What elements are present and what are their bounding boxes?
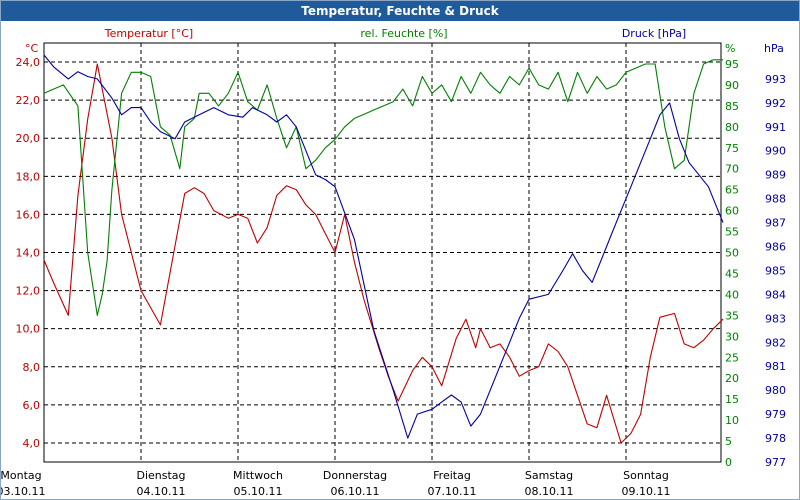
day-name-label: Samstag bbox=[525, 469, 573, 482]
day-name-label: Freitag bbox=[433, 469, 471, 482]
humidity-tick-label: 25 bbox=[725, 351, 739, 364]
humidity-tick-label: 70 bbox=[725, 163, 739, 176]
pressure-tick-labels: 977 978 979 980 981 982 983 984 985 986 987 988 989 9… bbox=[765, 73, 786, 469]
date-label: 06.10.11 bbox=[331, 485, 380, 498]
temperature-tick-label: 18,0 bbox=[16, 170, 41, 183]
humidity-series-line bbox=[43, 59, 723, 316]
temperature-series-line bbox=[43, 63, 724, 444]
chart-title: Temperatur, Feuchte & Druck bbox=[1, 1, 799, 21]
humidity-tick-label: 80 bbox=[725, 121, 739, 134]
pressure-tick-label: 989 bbox=[765, 169, 786, 182]
temperature-tick-label: 14,0 bbox=[16, 247, 41, 260]
pressure-tick-label: 985 bbox=[765, 264, 786, 277]
humidity-tick-label: 95 bbox=[725, 58, 739, 71]
humidity-tick-label: 5 bbox=[725, 435, 732, 448]
humidity-unit: % bbox=[725, 42, 735, 55]
pressure-tick-label: 978 bbox=[765, 432, 786, 445]
temperature-tick-label: 10,0 bbox=[16, 323, 41, 336]
temperature-tick-label: 4,0 bbox=[23, 437, 41, 450]
date-label: 08.10.11 bbox=[525, 485, 574, 498]
humidity-tick-label: 75 bbox=[725, 142, 739, 155]
humidity-tick-label: 85 bbox=[725, 100, 739, 113]
pressure-tick-label: 981 bbox=[765, 360, 786, 373]
humidity-tick-label: 60 bbox=[725, 205, 739, 218]
humidity-tick-label: 10 bbox=[725, 414, 739, 427]
pressure-unit: hPa bbox=[764, 42, 784, 55]
pressure-series-line bbox=[43, 54, 724, 439]
humidity-tick-label: 65 bbox=[725, 184, 739, 197]
pressure-tick-label: 986 bbox=[765, 241, 786, 254]
temperature-tick-label: 20,0 bbox=[16, 132, 41, 145]
pressure-tick-label: 982 bbox=[765, 336, 786, 349]
day-name-label: Dienstag bbox=[136, 469, 185, 482]
temperature-tick-label: 24,0 bbox=[16, 56, 41, 69]
plot-area-border bbox=[43, 42, 722, 463]
series-lines bbox=[43, 54, 724, 444]
pressure-tick-label: 992 bbox=[765, 97, 786, 110]
day-name-label: Mittwoch bbox=[233, 469, 283, 482]
pressure-tick-label: 988 bbox=[765, 193, 786, 206]
pressure-tick-label: 979 bbox=[765, 408, 786, 421]
grid-lines bbox=[44, 43, 721, 462]
pressure-tick-label: 983 bbox=[765, 312, 786, 325]
humidity-tick-labels: 0 5 10 15 20 25 30 35 40 45 50 55 60 65 70 75 80 85 90 95 bbox=[725, 58, 739, 469]
date-label: 04.10.11 bbox=[137, 485, 186, 498]
pressure-tick-label: 987 bbox=[765, 217, 786, 230]
humidity-tick-label: 50 bbox=[725, 247, 739, 260]
temperature-axis-label: Temperatur [°C] bbox=[104, 27, 193, 40]
pressure-tick-label: 991 bbox=[765, 121, 786, 134]
temperature-tick-label: 8,0 bbox=[23, 361, 41, 374]
pressure-tick-label: 993 bbox=[765, 73, 786, 86]
temperature-unit: °C bbox=[25, 42, 39, 55]
humidity-tick-label: 35 bbox=[725, 309, 739, 322]
temperature-tick-label: 22,0 bbox=[16, 94, 41, 107]
humidity-tick-label: 20 bbox=[725, 372, 739, 385]
date-label: 09.10.11 bbox=[622, 485, 671, 498]
pressure-tick-label: 984 bbox=[765, 288, 786, 301]
temperature-tick-label: 12,0 bbox=[16, 285, 41, 298]
day-name-label: Montag bbox=[1, 469, 42, 482]
pressure-axis-label: Druck [hPa] bbox=[622, 27, 686, 40]
temperature-tick-labels: 4,0 6,0 8,0 10,0 12,0 14,0 16,0 18,0 20,0 22,0 24,… bbox=[16, 56, 41, 450]
date-tick-labels: Montag 03.10.11 Dienstag 04.10.11 Mittwoch 05… bbox=[1, 469, 670, 498]
day-name-label: Sonntag bbox=[623, 469, 669, 482]
humidity-tick-label: 90 bbox=[725, 79, 739, 92]
humidity-tick-label: 15 bbox=[725, 393, 739, 406]
humidity-tick-label: 40 bbox=[725, 288, 739, 301]
humidity-tick-label: 45 bbox=[725, 267, 739, 280]
date-label: 07.10.11 bbox=[428, 485, 477, 498]
temperature-tick-label: 16,0 bbox=[16, 208, 41, 221]
date-label: 05.10.11 bbox=[234, 485, 283, 498]
day-name-label: Donnerstag bbox=[323, 469, 387, 482]
temperature-tick-label: 6,0 bbox=[23, 399, 41, 412]
humidity-tick-label: 30 bbox=[725, 330, 739, 343]
pressure-tick-label: 990 bbox=[765, 145, 786, 158]
humidity-axis-label: rel. Feuchte [%] bbox=[360, 27, 447, 40]
humidity-tick-label: 55 bbox=[725, 226, 739, 239]
pressure-tick-label: 980 bbox=[765, 384, 786, 397]
pressure-tick-label: 977 bbox=[765, 456, 786, 469]
date-label: 03.10.11 bbox=[1, 485, 45, 498]
humidity-tick-label: 0 bbox=[725, 456, 732, 469]
